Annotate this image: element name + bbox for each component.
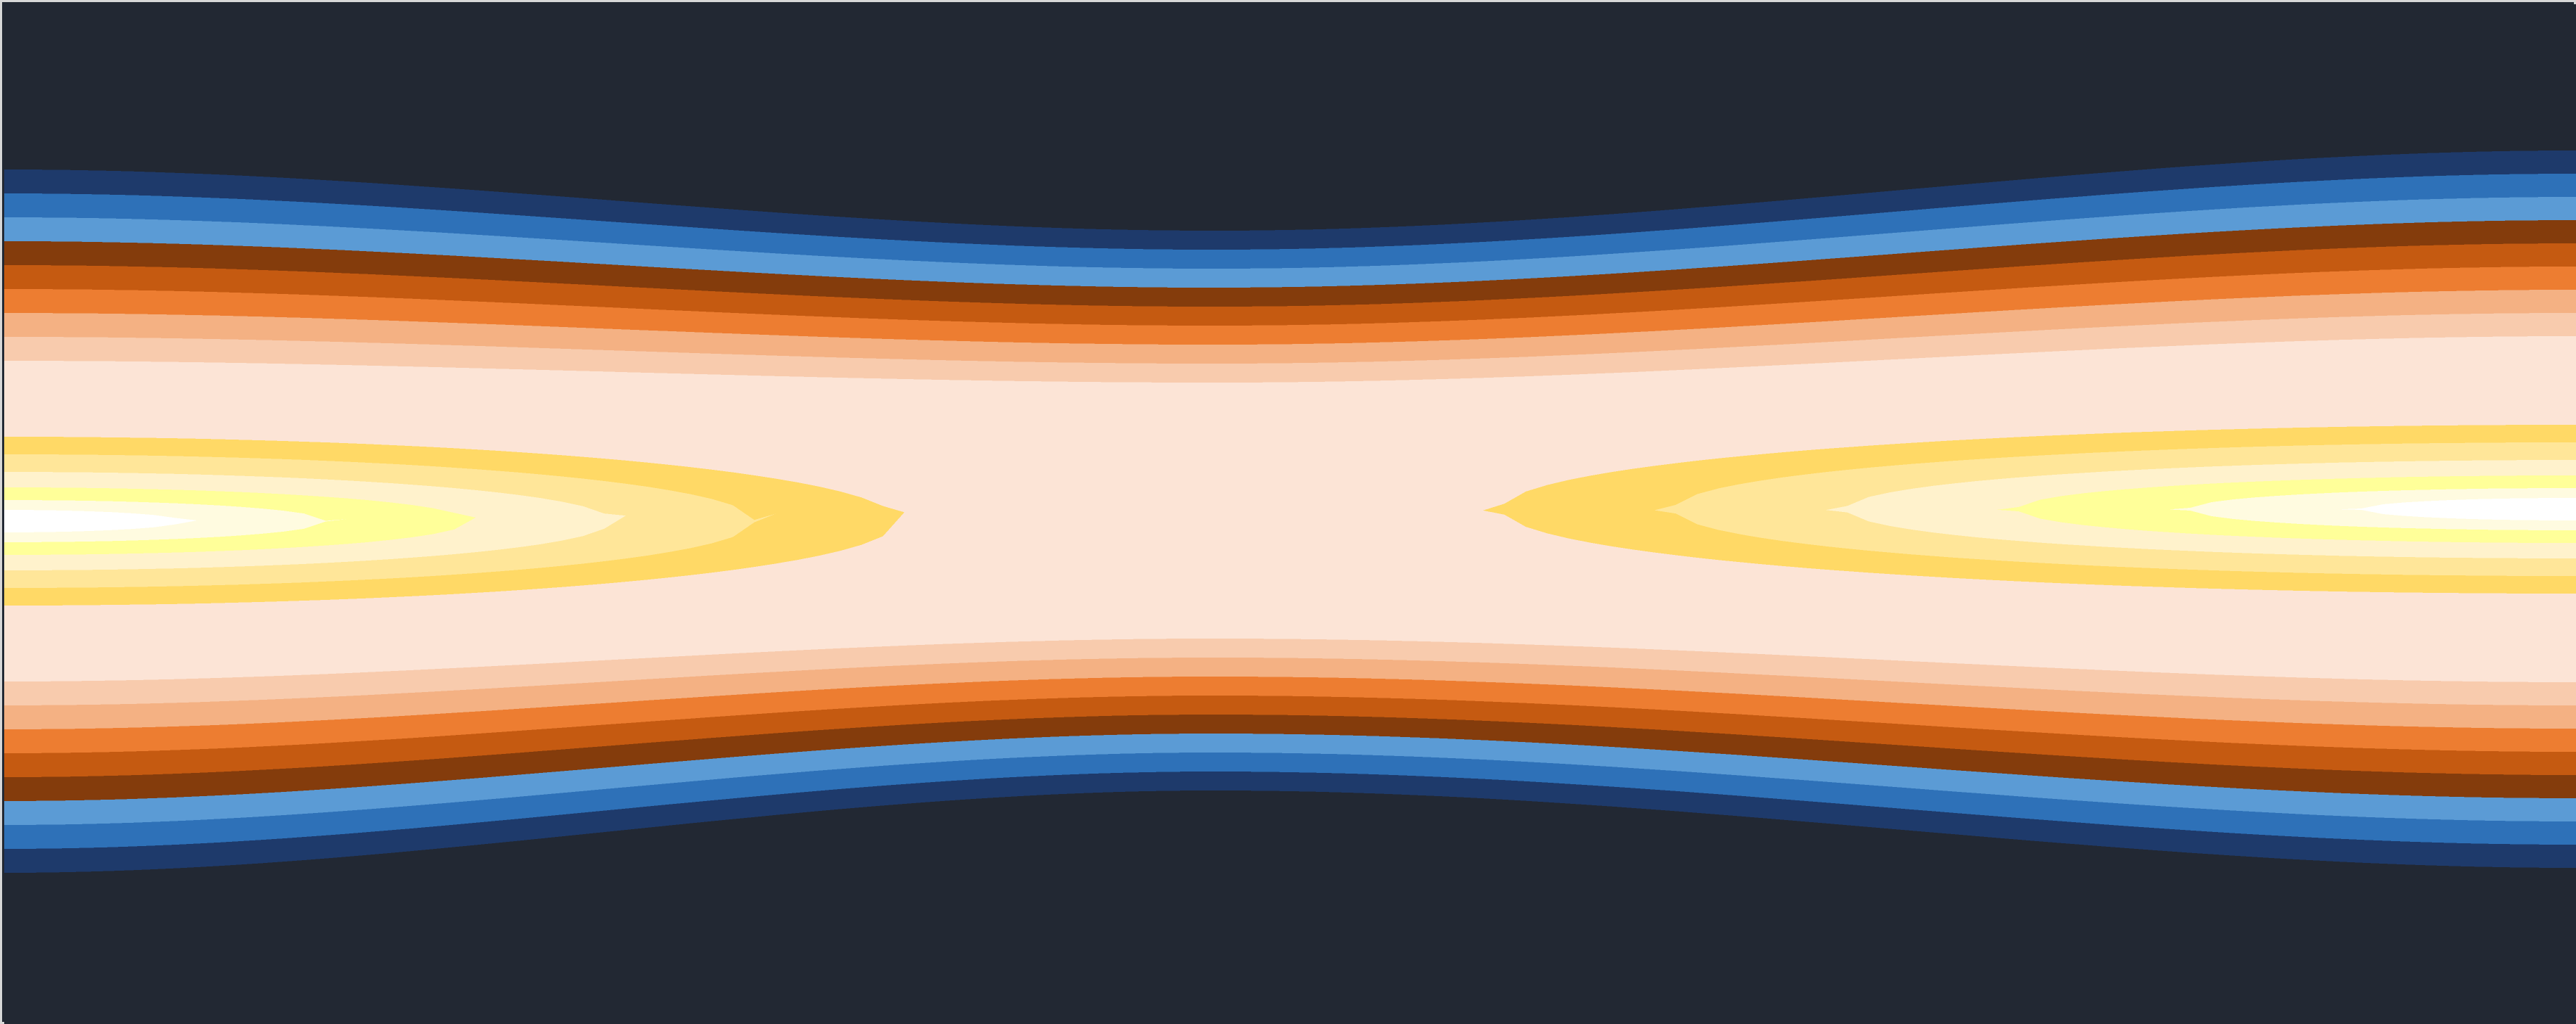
- contour-plot: [4, 4, 2576, 1024]
- contour-band-8: [4, 336, 2576, 682]
- contour-band-10: [4, 442, 2576, 588]
- contour-band-12: [4, 475, 2576, 555]
- contour-bands: [4, 151, 2576, 873]
- contour-band-13: [4, 488, 2576, 542]
- contour-band-11: [4, 460, 2576, 570]
